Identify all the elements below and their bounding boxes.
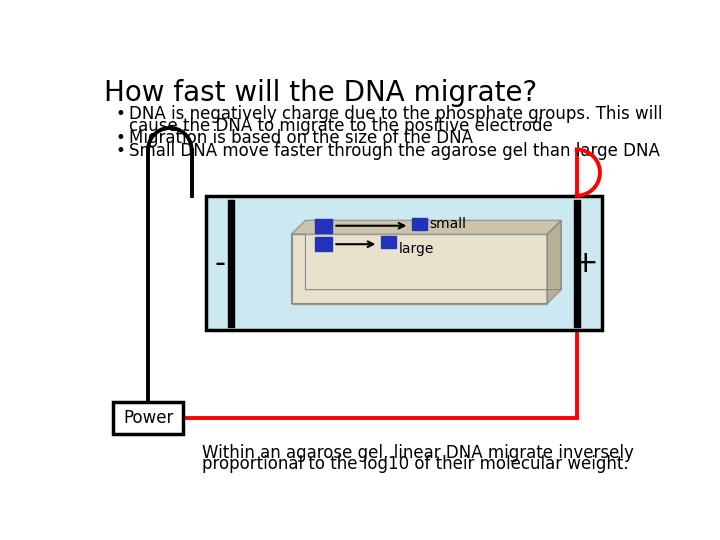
Text: •: • [116,142,125,160]
Text: -: - [215,249,225,278]
Text: DNA is negatively charge due to the phosphate groups. This will: DNA is negatively charge due to the phos… [129,105,662,123]
FancyBboxPatch shape [381,236,396,248]
FancyBboxPatch shape [292,234,547,303]
Text: cause the DNA to migrate to the positive electrode: cause the DNA to migrate to the positive… [129,117,552,135]
Text: Migration is based on the size of the DNA: Migration is based on the size of the DN… [129,130,473,147]
Polygon shape [292,220,561,234]
Text: Within an agarose gel, linear DNA migrate inversely: Within an agarose gel, linear DNA migrat… [202,444,634,462]
FancyBboxPatch shape [315,219,332,233]
Text: •: • [116,130,125,147]
FancyBboxPatch shape [228,200,234,327]
FancyBboxPatch shape [206,195,601,330]
Text: How fast will the DNA migrate?: How fast will the DNA migrate? [104,79,537,107]
FancyBboxPatch shape [412,218,427,231]
Text: Power: Power [123,409,174,427]
Text: Small DNA move faster through the agarose gel than large DNA: Small DNA move faster through the agaros… [129,142,660,160]
Polygon shape [547,220,561,303]
Text: +: + [573,249,599,278]
Text: proportional to the log10 of their molecular weight.: proportional to the log10 of their molec… [202,455,629,473]
Text: •: • [116,105,125,123]
FancyBboxPatch shape [113,402,183,434]
Text: large: large [398,242,434,256]
FancyBboxPatch shape [315,237,332,251]
Text: small: small [429,217,467,231]
FancyBboxPatch shape [574,200,580,327]
